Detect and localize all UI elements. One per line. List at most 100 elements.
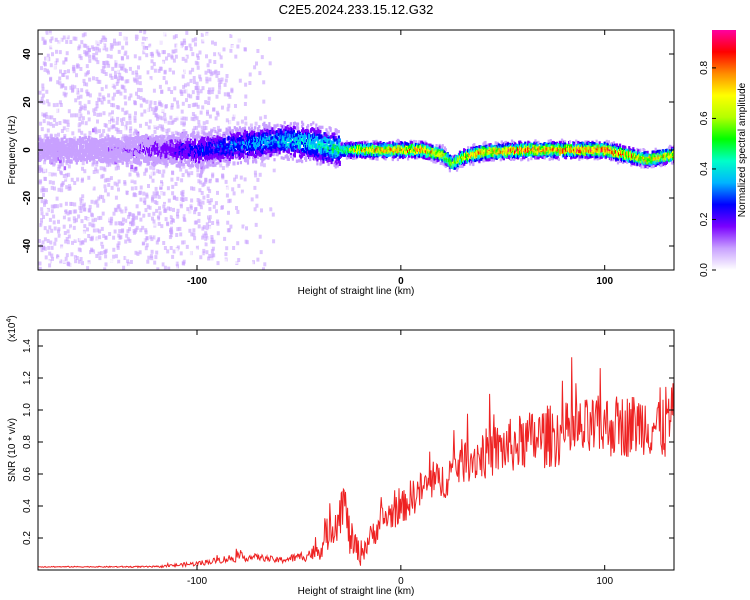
heatmap-cell (256, 150, 259, 154)
heatmap-cell (99, 112, 103, 117)
heatmap-cell (196, 198, 200, 202)
heatmap-cell (250, 197, 254, 202)
heatmap-cell (75, 224, 79, 229)
heatmap-cell (108, 112, 112, 117)
heatmap-cell (129, 126, 133, 131)
heatmap-cell (173, 238, 177, 243)
heatmap-cell (272, 103, 276, 108)
heatmap-cell (110, 261, 114, 265)
heatmap-cell (232, 68, 236, 73)
heatmap-cell (185, 89, 189, 94)
heatmap-cell (63, 93, 67, 98)
heatmap-cell (66, 229, 70, 234)
heatmap-cell (180, 86, 184, 91)
heatmap-cell (54, 152, 57, 156)
heatmap-cell (151, 195, 155, 200)
heatmap-cell (173, 260, 177, 265)
heatmap-cell (144, 121, 148, 126)
heatmap-cell (185, 250, 189, 254)
heatmap-cell (188, 228, 192, 233)
heatmap-cell (243, 149, 247, 153)
heatmap-cell (62, 157, 65, 161)
heatmap-cell (64, 177, 68, 182)
heatmap-cell (65, 75, 69, 80)
heatmap-cell (212, 242, 216, 247)
heatmap-cell (184, 138, 187, 142)
heatmap-cell (48, 53, 52, 58)
heatmap-cell (70, 138, 73, 142)
heatmap-cell (269, 134, 272, 138)
heatmap-cell (204, 132, 207, 136)
heatmap-cell (75, 161, 78, 165)
heatmap-cell (130, 167, 133, 172)
heatmap-cell (212, 163, 215, 168)
heatmap-cell (235, 142, 238, 146)
heatmap-cell (175, 164, 178, 168)
heatmap-cell (249, 145, 252, 149)
heatmap-cell (154, 194, 158, 199)
heatmap-cell (68, 210, 72, 215)
heatmap-cell (55, 108, 59, 113)
heatmap-cell (141, 225, 145, 230)
heatmap-cell (202, 161, 205, 165)
heatmap-cell (158, 265, 162, 270)
heatmap-cell (219, 163, 223, 168)
heatmap-cell (215, 110, 219, 115)
heatmap-cell (217, 129, 220, 133)
heatmap-cell (196, 173, 200, 178)
heatmap-cell (115, 159, 118, 163)
heatmap-cell (189, 251, 193, 256)
heatmap-cell (201, 264, 205, 269)
heatmap-cell (137, 159, 141, 163)
heatmap-cell (106, 155, 109, 159)
heatmap-cell (117, 89, 121, 94)
heatmap-cell (107, 137, 110, 141)
heatmap-cell (155, 136, 158, 140)
heatmap-cell (163, 162, 166, 166)
heatmap-cell (53, 175, 57, 180)
heatmap-cell (248, 190, 252, 195)
heatmap-cell (225, 193, 229, 198)
heatmap-cell (138, 75, 142, 80)
heatmap-cell (197, 249, 200, 254)
heatmap-cell (81, 144, 84, 148)
heatmap-cell (115, 156, 118, 161)
heatmap-cell (133, 78, 137, 83)
heatmap-cell (107, 182, 111, 187)
heatmap-cell (41, 49, 45, 53)
heatmap-cell (219, 190, 223, 195)
heatmap-cell (142, 229, 146, 234)
heatmap-cell (162, 56, 165, 61)
heatmap-cell (208, 77, 212, 82)
heatmap-cell (75, 145, 78, 150)
heatmap-cell (259, 250, 263, 255)
heatmap-cell (92, 186, 96, 191)
heatmap-cell (231, 31, 235, 35)
heatmap-cell (167, 87, 171, 92)
heatmap-cell (193, 166, 197, 171)
heatmap-cell (51, 44, 55, 49)
heatmap-cell (73, 181, 77, 185)
heatmap-cell (50, 140, 53, 144)
heatmap-cell (41, 93, 45, 98)
heatmap-cell (240, 119, 244, 124)
heatmap-cell (48, 217, 52, 222)
heatmap-cell (103, 55, 107, 60)
heatmap-cell (258, 125, 261, 129)
heatmap-cell (188, 70, 192, 75)
heatmap-cell (227, 199, 231, 204)
heatmap-cell (58, 121, 62, 125)
heatmap-cell (169, 229, 173, 234)
heatmap-cell (188, 153, 191, 157)
heatmap-cell (204, 70, 208, 75)
heatmap-cell (72, 64, 76, 69)
heatmap-cell (129, 141, 132, 145)
heatmap-cell (61, 238, 65, 243)
heatmap-cell (150, 172, 154, 176)
heatmap-cell (49, 122, 53, 127)
heatmap-cell (101, 173, 105, 178)
heatmap-cell (100, 87, 104, 92)
heatmap-cell (207, 158, 210, 162)
heatmap-cell (104, 136, 107, 140)
heatmap-cell (139, 88, 143, 93)
